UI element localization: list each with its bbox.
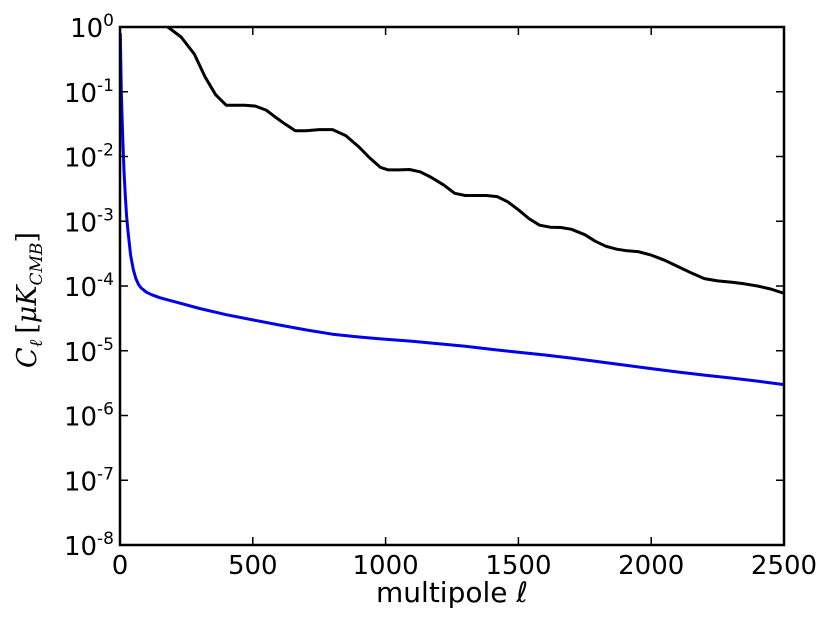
x-tick-label: 0: [112, 551, 129, 581]
y-tick-label: 10-8: [64, 529, 114, 562]
y-axis-label: Cℓ[μKCMB]: [12, 232, 47, 368]
x-axis-label: multipole ℓ: [376, 576, 528, 609]
x-tick-label: 2500: [751, 551, 817, 581]
plot-frame: [118, 25, 786, 547]
ticks-layer: 0 500 1000 1500 2000 2500 100 10-1 10-2 10-3 10-4 1…: [64, 11, 817, 581]
x-tick-label: 1000: [353, 551, 419, 581]
y-tick-label: 10-4: [64, 270, 114, 303]
series-layer: [120, 27, 784, 387]
y-tick-label: 10-6: [64, 400, 114, 433]
y-tick-label: 10-5: [64, 335, 114, 368]
x-tick-label: 500: [228, 551, 278, 581]
y-tick-label: 100: [70, 11, 114, 44]
x-tick-label: 2000: [618, 551, 684, 581]
series-line-1: [166, 27, 784, 295]
y-tick-label: 10-7: [64, 464, 114, 497]
y-tick-label: 10-3: [64, 205, 114, 238]
x-tick-label: 1500: [485, 551, 551, 581]
y-tick-label: 10-1: [64, 76, 114, 109]
series-line-2: [120, 33, 784, 387]
y-tick-label: 10-2: [64, 141, 114, 174]
